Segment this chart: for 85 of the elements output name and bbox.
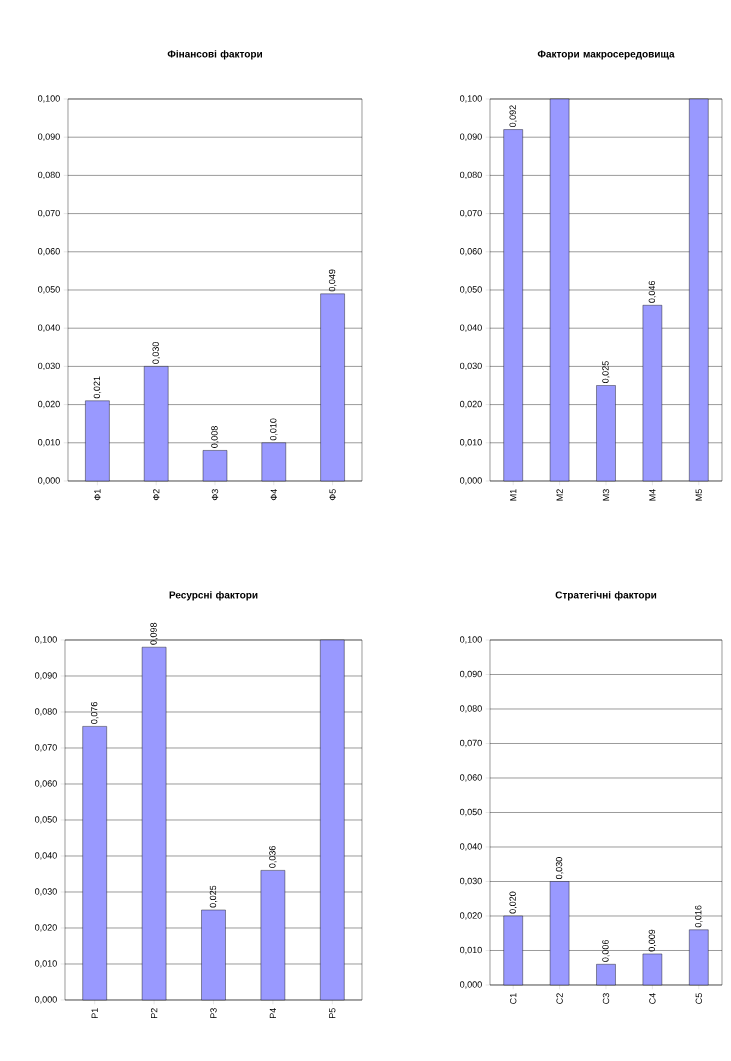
x-tick-label: С2 xyxy=(556,993,563,1004)
x-tick-label: С4 xyxy=(649,993,656,1004)
y-tick-label: 0,070 xyxy=(35,744,57,752)
x-tick-label: Ф5 xyxy=(329,489,336,501)
data-label: 0,016 xyxy=(695,905,703,928)
x-tick-label: М2 xyxy=(556,489,563,501)
data-label: 0,009 xyxy=(648,929,657,952)
y-tick-label: 0,000 xyxy=(38,477,60,485)
y-tick-label: 0,020 xyxy=(460,400,482,409)
data-label: 0,098 xyxy=(150,622,158,645)
y-tick-label: 0,090 xyxy=(460,133,482,141)
data-label: 0,092 xyxy=(509,105,517,128)
y-tick-label: 0,060 xyxy=(460,248,482,256)
data-label: 0,030 xyxy=(152,342,160,364)
y-tick-label: 0,010 xyxy=(38,439,60,447)
y-tick-label: 0,040 xyxy=(38,324,60,332)
y-tick-label: 0,080 xyxy=(38,171,60,180)
y-tick-label: 0,020 xyxy=(38,400,60,409)
x-tick-label: М5 xyxy=(695,489,702,501)
chart-title: Фінансові фактори xyxy=(167,50,262,60)
y-tick-label: 0,010 xyxy=(35,960,57,968)
x-tick-label: Ф1 xyxy=(94,489,101,501)
y-tick-label: 0,010 xyxy=(460,946,482,955)
x-tick-label: Ф2 xyxy=(153,489,160,501)
y-tick-label: 0,020 xyxy=(460,912,482,920)
y-tick-label: 0,060 xyxy=(38,248,60,256)
chart-title: Ресурсні фактори xyxy=(169,591,258,601)
data-label: 0,025 xyxy=(602,361,610,383)
y-tick-label: 0,040 xyxy=(460,324,482,332)
x-tick-label: Р2 xyxy=(150,1008,158,1019)
y-tick-label: 0,000 xyxy=(460,477,482,485)
x-tick-label: Ф4 xyxy=(270,489,277,501)
y-tick-label: 0,070 xyxy=(38,209,60,218)
y-tick-label: 0,080 xyxy=(35,708,57,716)
chart-title: Фактори макросередовища xyxy=(537,50,675,60)
data-label: 0,036 xyxy=(269,846,277,868)
data-label: 0,021 xyxy=(93,376,102,399)
data-label: 0,076 xyxy=(90,702,99,724)
y-tick-label: 0,100 xyxy=(460,95,482,103)
data-label: 0,030 xyxy=(555,857,564,879)
x-tick-label: М4 xyxy=(649,489,656,501)
x-tick-label: С1 xyxy=(510,993,517,1004)
y-tick-label: 0,100 xyxy=(38,95,60,103)
y-tick-label: 0,050 xyxy=(460,286,482,294)
data-label: 0,006 xyxy=(602,939,610,962)
x-tick-label: Р5 xyxy=(329,1008,336,1019)
data-label: 0,046 xyxy=(648,280,657,303)
y-tick-label: 0,060 xyxy=(460,774,482,782)
y-tick-label: 0,090 xyxy=(460,670,482,679)
y-tick-label: 0,100 xyxy=(35,636,57,644)
y-tick-label: 0,100 xyxy=(460,636,482,644)
y-tick-label: 0,050 xyxy=(460,808,482,817)
x-tick-label: Р1 xyxy=(91,1008,98,1019)
x-tick-label: Р4 xyxy=(269,1008,276,1019)
data-label: 0,049 xyxy=(328,269,337,292)
x-tick-label: М1 xyxy=(510,489,517,501)
x-tick-label: С5 xyxy=(695,993,702,1004)
y-tick-label: 0,030 xyxy=(35,888,57,896)
data-label: 0,010 xyxy=(270,418,278,441)
y-tick-label: 0,050 xyxy=(35,816,57,824)
y-tick-label: 0,070 xyxy=(460,739,482,748)
y-tick-label: 0,000 xyxy=(35,996,57,1004)
y-tick-label: 0,000 xyxy=(460,981,482,989)
y-tick-label: 0,060 xyxy=(35,780,57,788)
y-tick-label: 0,080 xyxy=(460,705,482,713)
y-tick-label: 0,040 xyxy=(35,852,57,860)
data-label: 0,025 xyxy=(209,885,218,908)
x-tick-label: М3 xyxy=(602,489,610,501)
y-tick-label: 0,030 xyxy=(460,877,482,886)
y-tick-label: 0,030 xyxy=(38,362,60,371)
x-tick-label: Ф3 xyxy=(211,489,219,501)
y-tick-label: 0,090 xyxy=(38,133,60,141)
y-tick-label: 0,080 xyxy=(460,171,482,180)
y-tick-label: 0,040 xyxy=(460,843,482,851)
y-tick-label: 0,020 xyxy=(35,924,57,932)
x-tick-label: Р3 xyxy=(210,1008,217,1019)
data-label: 0,008 xyxy=(211,426,219,448)
x-tick-label: С3 xyxy=(602,993,610,1004)
y-tick-label: 0,090 xyxy=(35,672,57,680)
data-label: 0,020 xyxy=(509,891,517,914)
chart-title: Стратегічні фактори xyxy=(555,591,657,601)
y-tick-label: 0,010 xyxy=(460,439,482,447)
y-tick-label: 0,050 xyxy=(38,286,60,294)
y-tick-label: 0,070 xyxy=(460,209,482,218)
y-tick-label: 0,030 xyxy=(460,362,482,371)
